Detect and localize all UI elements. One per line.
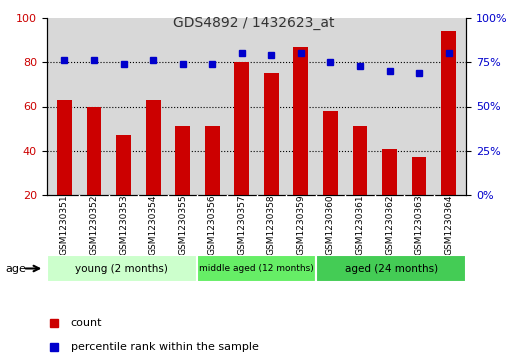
Bar <box>205 126 219 195</box>
Bar <box>57 100 72 195</box>
Bar <box>411 158 426 195</box>
Text: age: age <box>5 264 26 273</box>
Text: GSM1230364: GSM1230364 <box>444 195 453 255</box>
Bar <box>175 126 190 195</box>
Text: GSM1230351: GSM1230351 <box>60 195 69 255</box>
Text: middle aged (12 months): middle aged (12 months) <box>199 264 314 273</box>
Text: GSM1230353: GSM1230353 <box>119 195 128 255</box>
Text: GSM1230360: GSM1230360 <box>326 195 335 255</box>
Text: young (2 months): young (2 months) <box>75 264 168 273</box>
Text: GSM1230355: GSM1230355 <box>178 195 187 255</box>
Text: aged (24 months): aged (24 months) <box>345 264 438 273</box>
Text: GSM1230362: GSM1230362 <box>385 195 394 255</box>
Text: GSM1230361: GSM1230361 <box>356 195 364 255</box>
Text: GSM1230352: GSM1230352 <box>89 195 99 255</box>
Bar <box>441 31 456 195</box>
Bar <box>353 126 367 195</box>
Text: GSM1230359: GSM1230359 <box>296 195 305 255</box>
Text: GSM1230356: GSM1230356 <box>208 195 217 255</box>
Bar <box>382 148 397 195</box>
Bar <box>294 47 308 195</box>
Text: GSM1230357: GSM1230357 <box>237 195 246 255</box>
Bar <box>146 100 161 195</box>
Bar <box>47 255 197 282</box>
Text: percentile rank within the sample: percentile rank within the sample <box>71 342 259 352</box>
Text: GDS4892 / 1432623_at: GDS4892 / 1432623_at <box>173 16 335 30</box>
Bar <box>87 106 102 195</box>
Text: GSM1230354: GSM1230354 <box>149 195 157 255</box>
Text: GSM1230363: GSM1230363 <box>415 195 424 255</box>
Bar <box>234 62 249 195</box>
Text: count: count <box>71 318 103 328</box>
Bar <box>116 135 131 195</box>
Bar <box>197 255 316 282</box>
Bar <box>316 255 466 282</box>
Bar <box>264 73 279 195</box>
Bar <box>323 111 338 195</box>
Text: GSM1230358: GSM1230358 <box>267 195 276 255</box>
